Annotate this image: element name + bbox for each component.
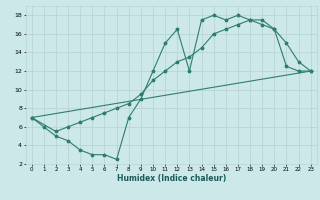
X-axis label: Humidex (Indice chaleur): Humidex (Indice chaleur) xyxy=(116,174,226,183)
